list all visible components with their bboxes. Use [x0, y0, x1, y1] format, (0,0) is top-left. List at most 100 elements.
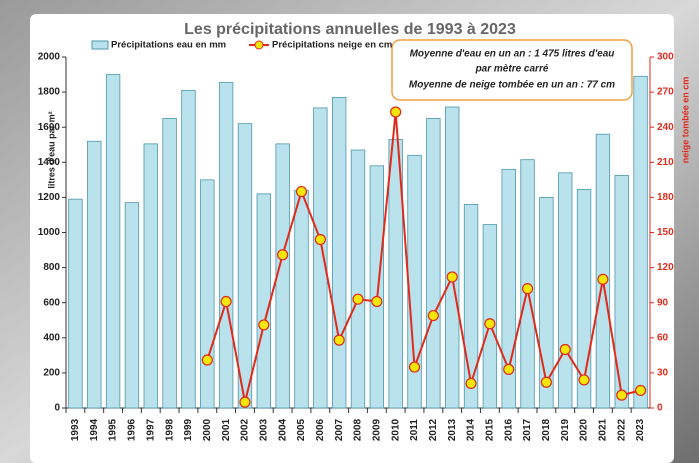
- bar: [540, 197, 554, 408]
- y-tick-label: 1400: [38, 157, 61, 168]
- snow-marker: [315, 235, 325, 245]
- y-tick-label: 1800: [38, 87, 61, 98]
- snow-marker: [372, 297, 382, 307]
- bar: [483, 225, 497, 408]
- x-tick-label: 2013: [447, 418, 458, 441]
- y-tick-label: 400: [43, 332, 60, 343]
- y2-tick-label: 270: [657, 87, 674, 98]
- snow-marker: [504, 364, 514, 374]
- annotation: Moyenne de neige tombée en un an : 77 cm: [409, 80, 615, 91]
- snow-marker: [391, 107, 401, 117]
- x-tick-label: 1999: [183, 418, 194, 441]
- legend-label: Précipitations eau en mm: [111, 40, 226, 51]
- x-tick-label: 1995: [108, 418, 119, 441]
- annotation: par mètre carré: [475, 64, 549, 75]
- x-tick-label: 2011: [409, 419, 420, 441]
- snow-marker: [598, 274, 608, 284]
- x-tick-label: 2008: [353, 418, 364, 441]
- y2-tick-label: 90: [657, 297, 669, 308]
- x-tick-label: 2004: [277, 418, 288, 441]
- bar: [257, 194, 271, 408]
- bar: [295, 190, 309, 408]
- snow-marker: [221, 297, 231, 307]
- snow-marker: [447, 272, 457, 282]
- chart: Les précipitations annuelles de 1993 à 2…: [0, 0, 699, 463]
- bar: [144, 144, 158, 408]
- x-tick-label: 2005: [296, 418, 307, 441]
- snow-marker: [541, 377, 551, 387]
- snow-marker: [560, 345, 570, 355]
- bar: [69, 199, 83, 408]
- bar: [125, 203, 139, 408]
- bar: [370, 166, 384, 408]
- legend-swatch: [92, 41, 108, 49]
- snow-marker: [259, 320, 269, 330]
- x-tick-label: 2021: [598, 418, 609, 441]
- x-tick-label: 2006: [315, 418, 326, 441]
- bar: [634, 76, 648, 408]
- bar: [445, 107, 459, 408]
- snow-marker: [523, 284, 533, 294]
- x-tick-label: 1996: [127, 418, 138, 441]
- y-tick-label: 0: [54, 403, 60, 414]
- snow-marker: [410, 362, 420, 372]
- bar: [332, 97, 346, 408]
- x-tick-label: 1993: [70, 418, 81, 441]
- legend-label: Précipitations neige en cm: [272, 40, 392, 51]
- y2-tick-label: 60: [657, 332, 669, 343]
- bar: [163, 118, 177, 408]
- snow-marker: [617, 390, 627, 400]
- x-tick-label: 2023: [635, 418, 646, 441]
- bar: [87, 141, 101, 408]
- x-tick-label: 1997: [145, 418, 156, 441]
- x-tick-label: 2022: [616, 418, 627, 441]
- snow-marker: [636, 385, 646, 395]
- chart-title: Les précipitations annuelles de 1993 à 2…: [184, 21, 516, 38]
- snow-marker: [202, 355, 212, 365]
- x-tick-label: 1994: [89, 418, 100, 441]
- y2-tick-label: 30: [657, 368, 669, 379]
- snow-marker: [240, 397, 250, 407]
- y-tick-label: 600: [43, 297, 60, 308]
- y2-axis-title: neige tombée en cm: [680, 77, 690, 164]
- bar: [464, 204, 478, 408]
- bar: [201, 180, 215, 408]
- x-tick-label: 2020: [579, 418, 590, 441]
- y-tick-label: 1000: [38, 227, 61, 238]
- y2-tick-label: 180: [657, 192, 674, 203]
- bar: [219, 82, 233, 408]
- y-tick-label: 800: [43, 262, 60, 273]
- x-tick-label: 2009: [371, 418, 382, 441]
- snow-marker: [334, 335, 344, 345]
- bar: [615, 175, 629, 408]
- x-tick-label: 2012: [428, 418, 439, 441]
- bar: [182, 90, 196, 408]
- y2-tick-label: 210: [657, 157, 674, 168]
- snow-marker: [353, 294, 363, 304]
- x-tick-label: 2017: [522, 418, 533, 441]
- snow-marker: [278, 250, 288, 260]
- y-tick-label: 200: [43, 368, 60, 379]
- x-tick-label: 2018: [541, 418, 552, 441]
- x-tick-label: 2002: [240, 418, 251, 441]
- x-tick-label: 2007: [334, 418, 345, 441]
- x-tick-label: 2015: [485, 418, 496, 441]
- x-tick-label: 2010: [390, 418, 401, 441]
- bar: [314, 108, 328, 408]
- y2-tick-label: 150: [657, 227, 674, 238]
- bar: [238, 124, 252, 408]
- bar: [596, 134, 610, 408]
- x-tick-label: 2001: [221, 418, 232, 441]
- page: {"chart_data": {"type": "bar-line", "tit…: [0, 0, 699, 463]
- y2-tick-label: 240: [657, 122, 674, 133]
- bar: [106, 75, 120, 408]
- x-tick-label: 2000: [202, 418, 213, 441]
- y-tick-label: 1600: [38, 122, 61, 133]
- y-tick-label: 2000: [38, 52, 61, 63]
- annotation: Moyenne d'eau en un an : 1 475 litres d'…: [410, 49, 615, 60]
- snow-marker: [485, 319, 495, 329]
- x-tick-label: 1998: [164, 418, 175, 441]
- x-tick-label: 2014: [466, 418, 477, 441]
- x-tick-label: 2016: [503, 418, 514, 441]
- bar: [558, 173, 572, 408]
